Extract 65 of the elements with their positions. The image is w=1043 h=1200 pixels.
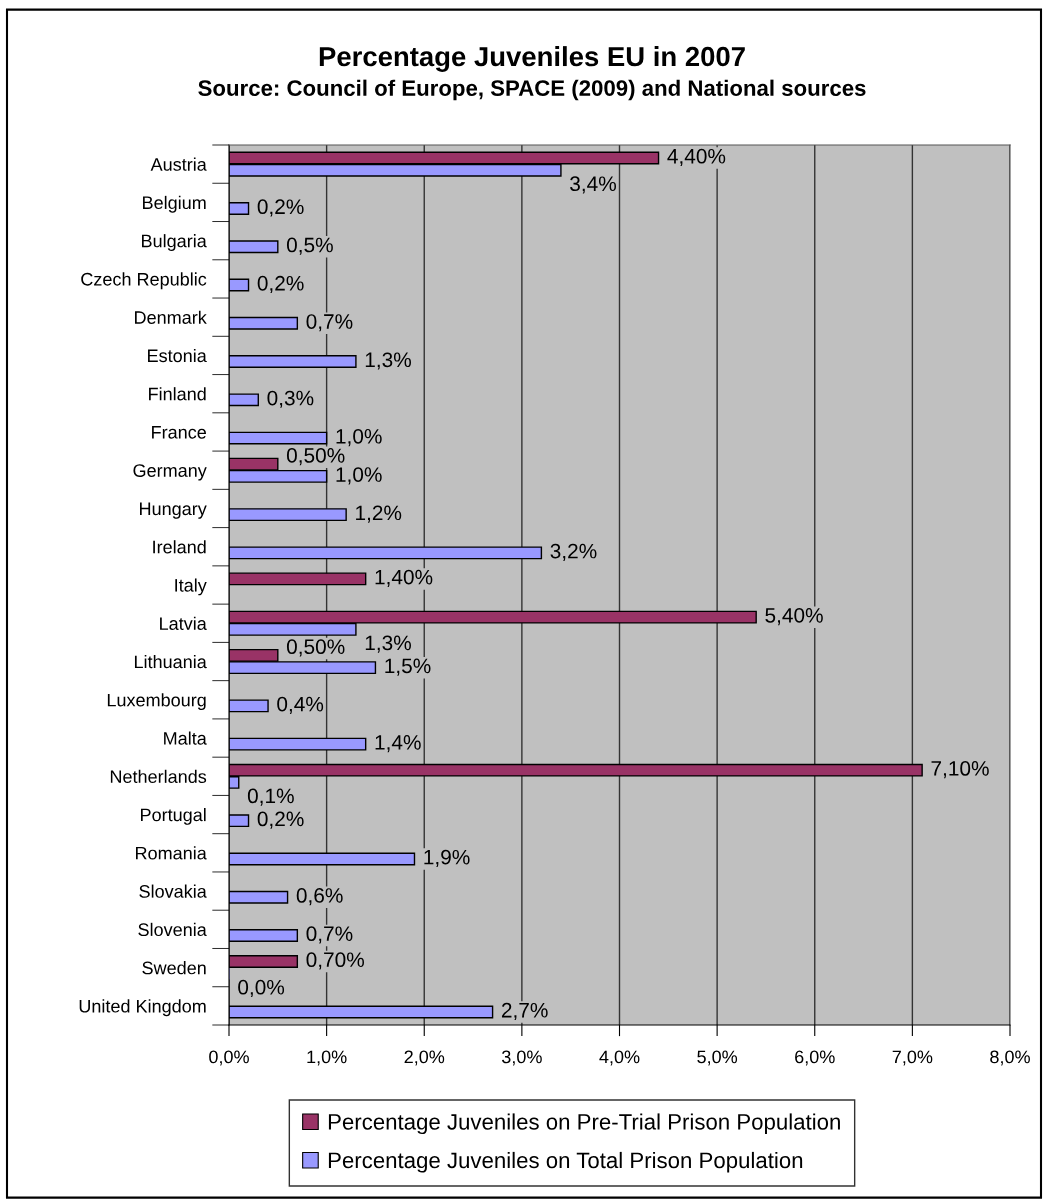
data-label: 0,4% (277, 696, 324, 714)
y-tick-label: Lithuania (134, 654, 207, 669)
data-label: 4,40% (667, 148, 726, 167)
y-tick-label: United Kingdom (79, 999, 206, 1017)
chart-title: Percentage Juveniles EU in 2007 (319, 46, 745, 72)
y-tick-label: Belgium (143, 195, 206, 213)
data-label: 0,7% (306, 314, 353, 332)
y-tick-label: Slovakia (139, 884, 207, 898)
y-tick-label: Germany (133, 464, 207, 481)
x-tick-label: 1,0% (307, 1050, 347, 1066)
data-label: 0,6% (296, 888, 343, 906)
data-label: 0,2% (257, 811, 304, 829)
data-label: 0,70% (306, 952, 364, 970)
y-tick-label: Estonia (148, 348, 207, 363)
data-label: 1,5% (385, 658, 431, 676)
data-label: 2,7% (501, 1002, 548, 1021)
y-tick-label: Portugal (141, 808, 206, 825)
x-tick-label: 6,0% (795, 1050, 835, 1066)
y-tick-label: Austria (150, 157, 207, 171)
y-tick-label: Hungary (140, 502, 207, 519)
data-label: 5,40% (765, 607, 823, 626)
x-tick-label: 7,0% (892, 1050, 933, 1066)
y-tick-label: Malta (164, 731, 207, 745)
data-label: 0,1% (247, 788, 294, 806)
data-label: 0,2% (257, 199, 304, 217)
x-tick-label: 8,0% (990, 1050, 1030, 1066)
y-tick-label: Ireland (153, 540, 206, 554)
x-tick-label: 2,0% (404, 1050, 445, 1066)
data-label: 1,3% (365, 635, 411, 653)
y-tick-label: France (152, 426, 206, 439)
y-tick-label: Latvia (160, 616, 207, 630)
x-tick-label: 3,0% (501, 1050, 542, 1066)
data-label: 1,9% (424, 849, 470, 867)
x-tick-label: 0,0% (209, 1050, 249, 1066)
y-tick-label: Denmark (135, 310, 207, 324)
data-label: 0,2% (257, 275, 304, 294)
y-tick-label: Finland (149, 387, 206, 401)
y-tick-label: Slovenia (138, 922, 207, 937)
data-label: 1,0% (336, 428, 382, 447)
data-label: 0,50% (286, 448, 345, 466)
data-label: 0,0% (238, 979, 285, 998)
data-label: 0,7% (306, 926, 353, 944)
data-label: 0,50% (286, 639, 345, 657)
legend-label: Percentage Juveniles on Total Prison Population (328, 1151, 803, 1173)
data-label: 3,4% (570, 176, 616, 194)
data-label: 1,40% (375, 569, 433, 587)
legend-label: Percentage Juveniles on Pre-Trial Prison Population (328, 1113, 840, 1135)
y-tick-label: Czech Republic (81, 272, 207, 290)
y-tick-label: Luxembourg (107, 693, 206, 711)
y-tick-label: Italy (175, 578, 207, 596)
x-tick-label: 5,0% (697, 1050, 738, 1066)
data-label: 0,3% (267, 390, 314, 408)
data-label: 7,10% (931, 761, 989, 779)
data-label: 1,4% (375, 735, 421, 753)
y-tick-label: Sweden (142, 961, 206, 975)
data-label: 1,2% (356, 505, 402, 523)
chart-subtitle: Source: Council of Europe, SPACE (2009) and National sources (198, 79, 866, 101)
y-tick-label: Bulgaria (142, 234, 207, 251)
data-label: 0,5% (286, 237, 333, 255)
data-label: 3,2% (550, 543, 597, 561)
y-tick-label: Netherlands (110, 769, 207, 784)
data-label: 1,3% (365, 352, 411, 370)
data-label: 1,0% (336, 467, 382, 485)
y-tick-label: Romania (136, 846, 207, 860)
x-tick-label: 4,0% (599, 1050, 640, 1066)
